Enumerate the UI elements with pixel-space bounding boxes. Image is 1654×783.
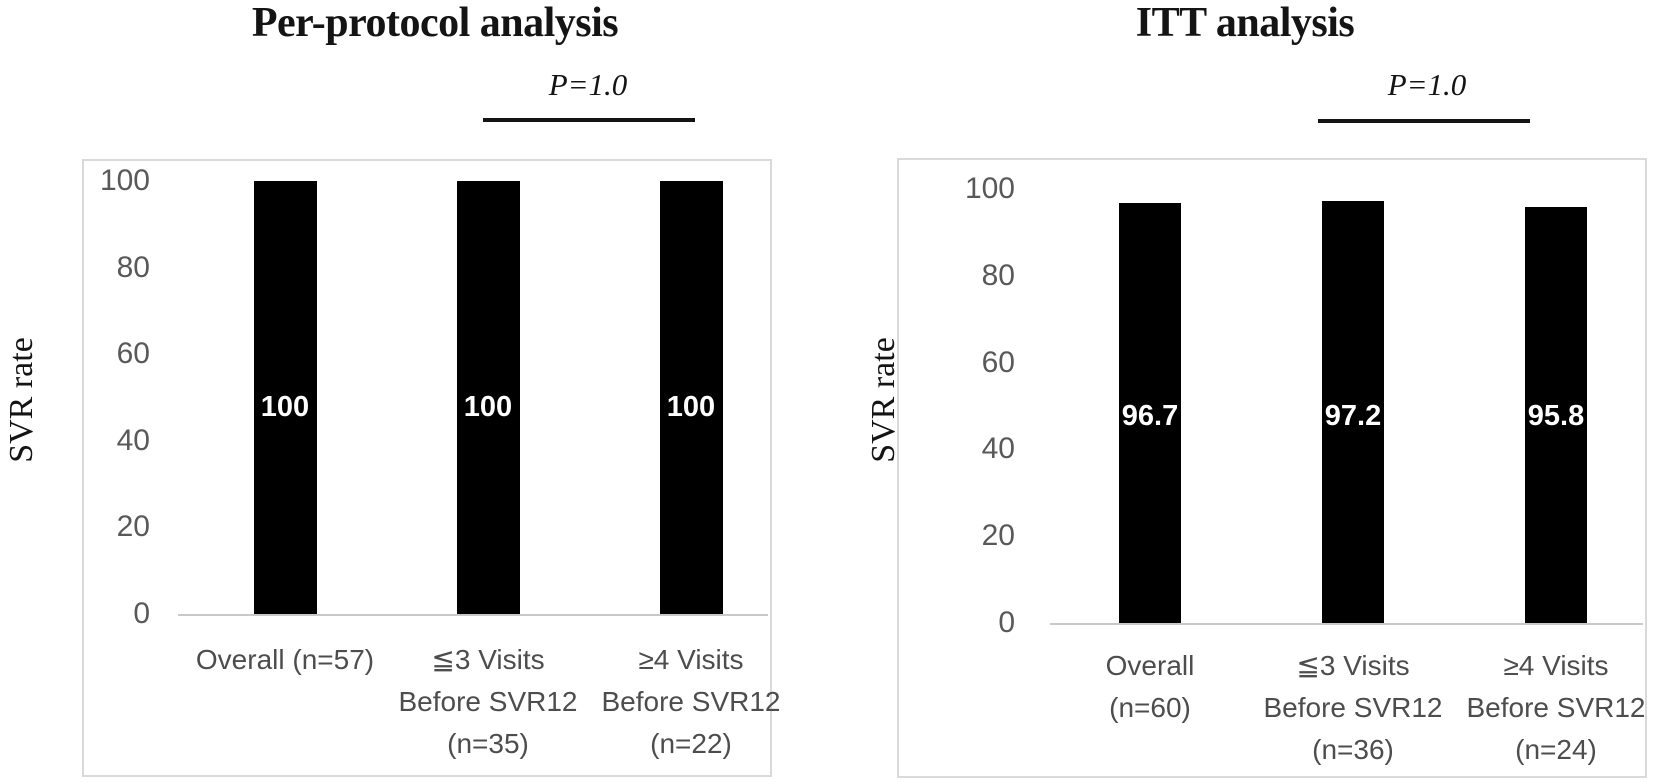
category-label-line: ≥4 Visits bbox=[638, 644, 744, 675]
category-label-line: Overall (n=57) bbox=[195, 644, 375, 675]
category-label-line: Before SVR12 bbox=[1263, 692, 1443, 723]
p-value-label: P=1.0 bbox=[548, 67, 628, 102]
category-label: ≦3 Visits Before SVR12 (n=36) bbox=[1248, 645, 1458, 771]
y-tick-label: 0 bbox=[998, 606, 1015, 639]
category-label-line: ≥4 Visits bbox=[1503, 650, 1609, 681]
bar-value-label: 100 bbox=[666, 391, 716, 423]
category-label-line: (n=36) bbox=[1312, 734, 1394, 765]
category-label: ≥4 Visits Before SVR12 (n=24) bbox=[1451, 645, 1654, 771]
category-label-line: Before SVR12 bbox=[398, 686, 578, 717]
y-tick-label: 100 bbox=[964, 172, 1015, 205]
category-label-line: ≦3 Visits bbox=[1296, 650, 1410, 681]
bar bbox=[253, 181, 317, 614]
bar bbox=[1322, 201, 1384, 623]
category-label-line: (n=35) bbox=[447, 728, 529, 759]
category-label-line: (n=22) bbox=[650, 728, 732, 759]
y-tick-label: 100 bbox=[99, 164, 150, 197]
y-tick-label: 40 bbox=[116, 423, 150, 457]
p-value-label: P=1.0 bbox=[1387, 67, 1467, 102]
category-label-line: (n=24) bbox=[1515, 734, 1597, 765]
bar bbox=[1119, 203, 1181, 623]
chart-title: ITT analysis bbox=[1135, 0, 1355, 46]
y-tick-label: 60 bbox=[116, 337, 150, 371]
bar-value-label: 100 bbox=[463, 391, 513, 423]
y-tick-label: 80 bbox=[981, 258, 1015, 292]
category-label: Overall (n=60) bbox=[1045, 645, 1255, 729]
y-tick-label: 60 bbox=[981, 345, 1015, 379]
plot-area-border bbox=[897, 158, 1647, 778]
bar-value-label: 96.7 bbox=[1121, 400, 1179, 432]
y-tick-label: 40 bbox=[981, 432, 1015, 466]
bar bbox=[456, 181, 520, 614]
category-label-line: Before SVR12 bbox=[601, 686, 781, 717]
plot-area-border bbox=[82, 159, 772, 777]
significance-line bbox=[1318, 119, 1530, 123]
y-tick-label: 20 bbox=[116, 510, 150, 544]
category-label-line: Overall bbox=[1105, 650, 1195, 681]
bar-value-label: 100 bbox=[260, 391, 310, 423]
category-label: Overall (n=57) bbox=[180, 639, 390, 681]
y-tick-label: 0 bbox=[133, 597, 150, 630]
x-axis-line bbox=[1050, 623, 1643, 625]
bar-value-label: 97.2 bbox=[1324, 400, 1382, 432]
chart-title: Per-protocol analysis bbox=[251, 0, 619, 46]
y-tick-label: 80 bbox=[116, 250, 150, 284]
bar bbox=[659, 181, 723, 614]
category-label-line: Before SVR12 bbox=[1466, 692, 1646, 723]
significance-line bbox=[483, 118, 695, 122]
category-label: ≦3 Visits Before SVR12 (n=35) bbox=[383, 639, 593, 765]
bar bbox=[1525, 207, 1587, 623]
y-tick-label: 20 bbox=[981, 519, 1015, 553]
category-label-line: ≦3 Visits bbox=[431, 644, 545, 675]
category-label: ≥4 Visits Before SVR12 (n=22) bbox=[586, 639, 796, 765]
bar-value-label: 95.8 bbox=[1527, 400, 1585, 432]
x-axis-line bbox=[178, 614, 768, 616]
category-label-line: (n=60) bbox=[1109, 692, 1191, 723]
